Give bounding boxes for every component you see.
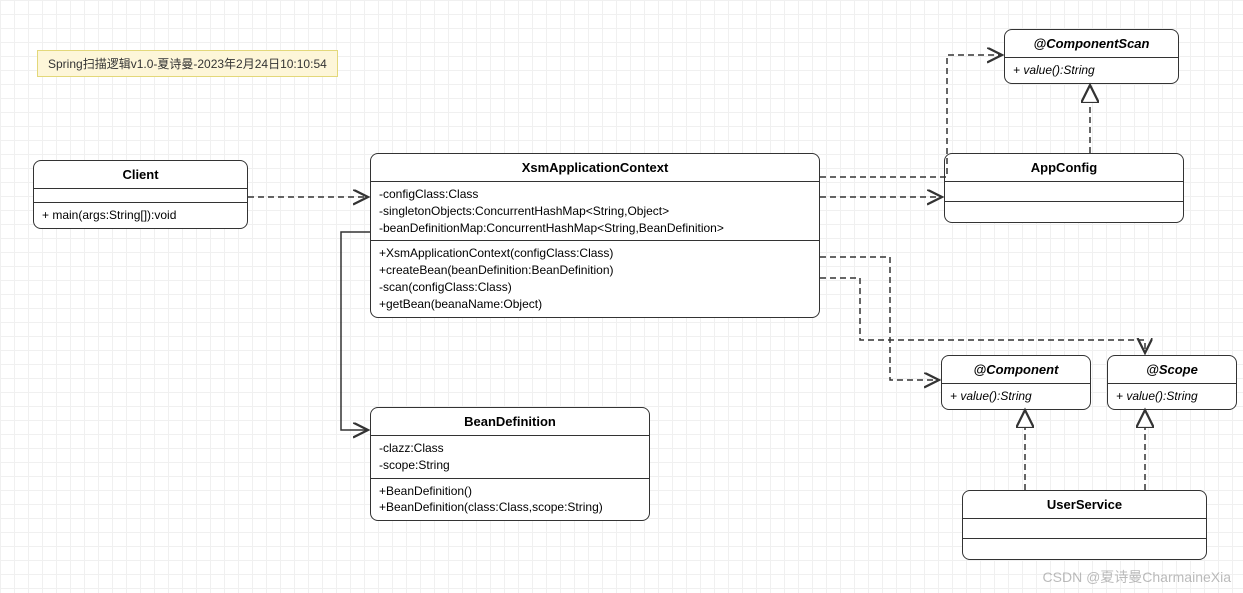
method: +BeanDefinition() bbox=[379, 483, 641, 500]
class-name: Client bbox=[34, 161, 247, 189]
class-methods: +BeanDefinition() +BeanDefinition(class:… bbox=[371, 479, 649, 521]
class-name: @Component bbox=[942, 356, 1090, 384]
edge-context-scope bbox=[820, 278, 1145, 353]
method: +getBean(beanaName:Object) bbox=[379, 296, 811, 313]
class-attrs: -clazz:Class -scope:String bbox=[371, 436, 649, 479]
class-name: BeanDefinition bbox=[371, 408, 649, 436]
class-context: XsmApplicationContext -configClass:Class… bbox=[370, 153, 820, 318]
class-methods bbox=[963, 539, 1206, 559]
attr: -configClass:Class bbox=[379, 186, 811, 203]
class-componentscan: @ComponentScan + value():String bbox=[1004, 29, 1179, 84]
class-name: @ComponentScan bbox=[1005, 30, 1178, 58]
class-name: AppConfig bbox=[945, 154, 1183, 182]
method: +createBean(beanDefinition:BeanDefinitio… bbox=[379, 262, 811, 279]
class-methods: + value():String bbox=[1005, 58, 1178, 83]
class-methods: +XsmApplicationContext(configClass:Class… bbox=[371, 241, 819, 316]
edge-context-beandef bbox=[341, 232, 370, 430]
class-name: @Scope bbox=[1108, 356, 1236, 384]
watermark: CSDN @夏诗曼CharmaineXia bbox=[1043, 567, 1231, 587]
class-userservice: UserService bbox=[962, 490, 1207, 560]
class-methods: + value():String bbox=[1108, 384, 1236, 409]
class-appconfig: AppConfig bbox=[944, 153, 1184, 223]
title-text: Spring扫描逻辑v1.0-夏诗曼-2023年2月24日10:10:54 bbox=[48, 57, 327, 71]
watermark-text: CSDN @夏诗曼CharmaineXia bbox=[1043, 569, 1231, 585]
method: + main(args:String[]):void bbox=[42, 207, 239, 224]
class-beandef: BeanDefinition -clazz:Class -scope:Strin… bbox=[370, 407, 650, 521]
class-attrs bbox=[963, 519, 1206, 539]
method: +BeanDefinition(class:Class,scope:String… bbox=[379, 499, 641, 516]
class-name: UserService bbox=[963, 491, 1206, 519]
class-component: @Component + value():String bbox=[941, 355, 1091, 410]
attr: -clazz:Class bbox=[379, 440, 641, 457]
method: + value():String bbox=[950, 388, 1082, 405]
method: + value():String bbox=[1013, 62, 1170, 79]
class-methods: + value():String bbox=[942, 384, 1090, 409]
class-attrs bbox=[34, 189, 247, 203]
edge-context-component bbox=[820, 257, 939, 380]
class-methods: + main(args:String[]):void bbox=[34, 203, 247, 228]
method: + value():String bbox=[1116, 388, 1228, 405]
class-name: XsmApplicationContext bbox=[371, 154, 819, 182]
class-scope: @Scope + value():String bbox=[1107, 355, 1237, 410]
attr: -beanDefinitionMap:ConcurrentHashMap<Str… bbox=[379, 220, 811, 237]
class-methods bbox=[945, 202, 1183, 222]
class-attrs: -configClass:Class -singletonObjects:Con… bbox=[371, 182, 819, 241]
attr: -scope:String bbox=[379, 457, 641, 474]
title-badge: Spring扫描逻辑v1.0-夏诗曼-2023年2月24日10:10:54 bbox=[37, 50, 338, 77]
class-attrs bbox=[945, 182, 1183, 202]
class-client: Client + main(args:String[]):void bbox=[33, 160, 248, 229]
method: -scan(configClass:Class) bbox=[379, 279, 811, 296]
attr: -singletonObjects:ConcurrentHashMap<Stri… bbox=[379, 203, 811, 220]
method: +XsmApplicationContext(configClass:Class… bbox=[379, 245, 811, 262]
